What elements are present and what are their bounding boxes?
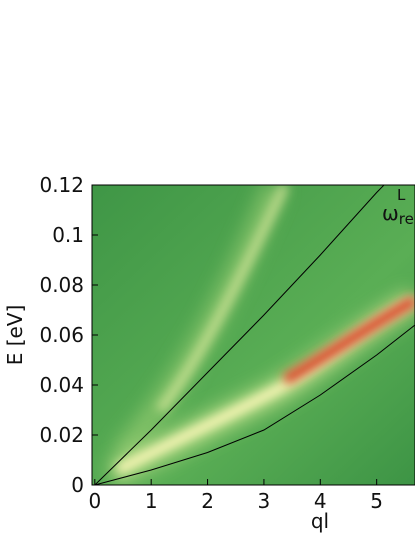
x-tick-label: 0: [88, 489, 101, 513]
y-tick-label: 0.12: [39, 173, 84, 197]
y-tick-label: 0.04: [39, 373, 84, 397]
annotation-superscript: L: [397, 186, 406, 204]
y-tick-label: 0.08: [39, 273, 84, 297]
curve: [94, 185, 385, 485]
x-tick-label: 1: [145, 489, 158, 513]
y-tick-label: 0.06: [39, 323, 84, 347]
x-tick-label: 4: [314, 489, 327, 513]
annotation-symbol: ω: [382, 201, 399, 225]
x-tick-label: 3: [258, 489, 271, 513]
x-tick-label: 5: [370, 489, 383, 513]
annotation-subscript: re: [399, 210, 414, 228]
x-axis-label: ql: [311, 509, 329, 533]
x-tick-label: 2: [201, 489, 214, 513]
y-tick-label: 0.1: [52, 223, 84, 247]
y-axis-label: E [eV]: [3, 305, 27, 366]
curve: [94, 324, 415, 485]
y-tick-label: 0.02: [39, 423, 84, 447]
y-tick-label: 0: [71, 473, 84, 497]
annotation: ωre: [382, 201, 414, 228]
